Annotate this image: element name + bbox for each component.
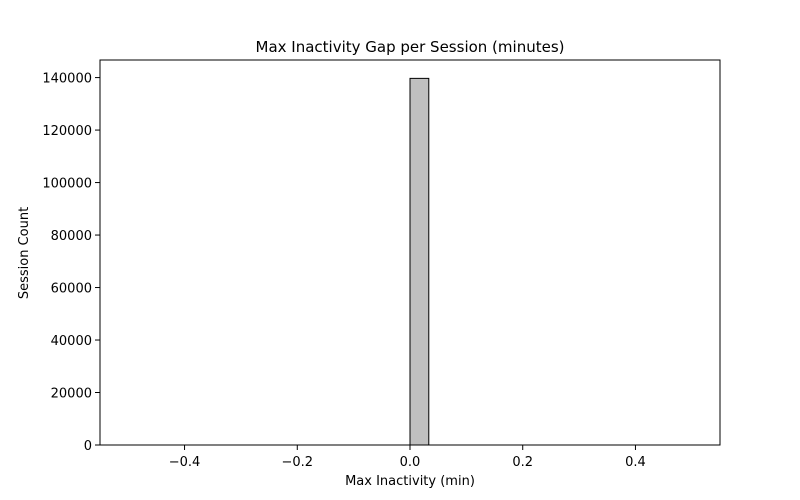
y-axis: 0 20000 40000 60000 80000 100000 120000 140000 bbox=[42, 72, 100, 454]
y-tick-label: 60000 bbox=[51, 282, 92, 297]
y-tick-label: 80000 bbox=[51, 229, 92, 244]
y-tick-label: 120000 bbox=[42, 124, 92, 139]
y-tick-label: 0 bbox=[84, 439, 92, 454]
y-tick-label: 140000 bbox=[42, 72, 92, 87]
x-tick-label: −0.4 bbox=[169, 455, 201, 470]
x-tick-label: −0.2 bbox=[281, 455, 313, 470]
x-tick-label: 0.2 bbox=[512, 455, 533, 470]
y-axis-label: Session Count bbox=[17, 207, 32, 299]
chart-title: Max Inactivity Gap per Session (minutes) bbox=[256, 38, 565, 56]
y-tick-label: 40000 bbox=[51, 334, 92, 349]
x-tick-label: 0.0 bbox=[400, 455, 421, 470]
histogram-bar bbox=[409, 77, 430, 446]
x-tick-label: 0.4 bbox=[625, 455, 646, 470]
bars-group bbox=[409, 77, 430, 446]
y-tick-label: 20000 bbox=[51, 387, 92, 402]
x-axis: −0.4 −0.2 0.0 0.2 0.4 bbox=[169, 445, 646, 470]
y-tick-label: 100000 bbox=[42, 177, 92, 192]
x-axis-label: Max Inactivity (min) bbox=[345, 474, 475, 489]
